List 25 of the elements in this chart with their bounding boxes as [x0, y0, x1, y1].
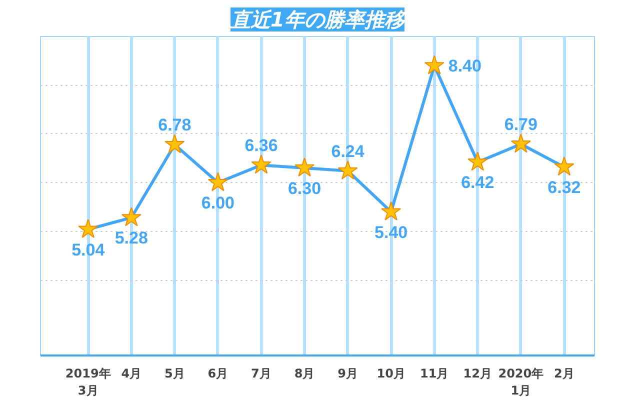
data-label: 5.40 [374, 222, 408, 242]
x-tick-label: 7月 [251, 366, 272, 380]
x-tick-label: 11月 [420, 366, 449, 380]
data-label: 6.00 [201, 194, 235, 213]
x-tick-label: 2月 [554, 366, 574, 380]
x-tick-label: 10月 [376, 366, 406, 380]
data-label: 6.78 [158, 116, 192, 135]
data-label: 6.79 [504, 115, 538, 134]
x-tick-label: 4月 [121, 366, 142, 380]
data-label: 5.04 [72, 240, 106, 260]
x-tick-label: 5月 [164, 366, 185, 380]
chart-title: 直近1年の勝率推移 [230, 8, 406, 32]
data-label: 6.24 [331, 142, 365, 161]
x-tick-label: 2019年 3月 [65, 366, 111, 398]
x-tick-label: 2020年 1月 [498, 366, 544, 398]
data-label: 6.36 [244, 136, 278, 156]
x-tick-label: 8月 [294, 366, 315, 380]
data-label: 6.42 [461, 173, 494, 192]
data-label: 8.40 [448, 56, 482, 76]
data-label: 6.32 [548, 178, 581, 198]
data-label: 6.30 [288, 178, 322, 198]
x-tick-label: 6月 [208, 366, 228, 380]
x-tick-label: 9月 [338, 366, 358, 380]
data-label: 5.28 [114, 228, 148, 248]
x-tick-label: 12月 [463, 366, 492, 380]
